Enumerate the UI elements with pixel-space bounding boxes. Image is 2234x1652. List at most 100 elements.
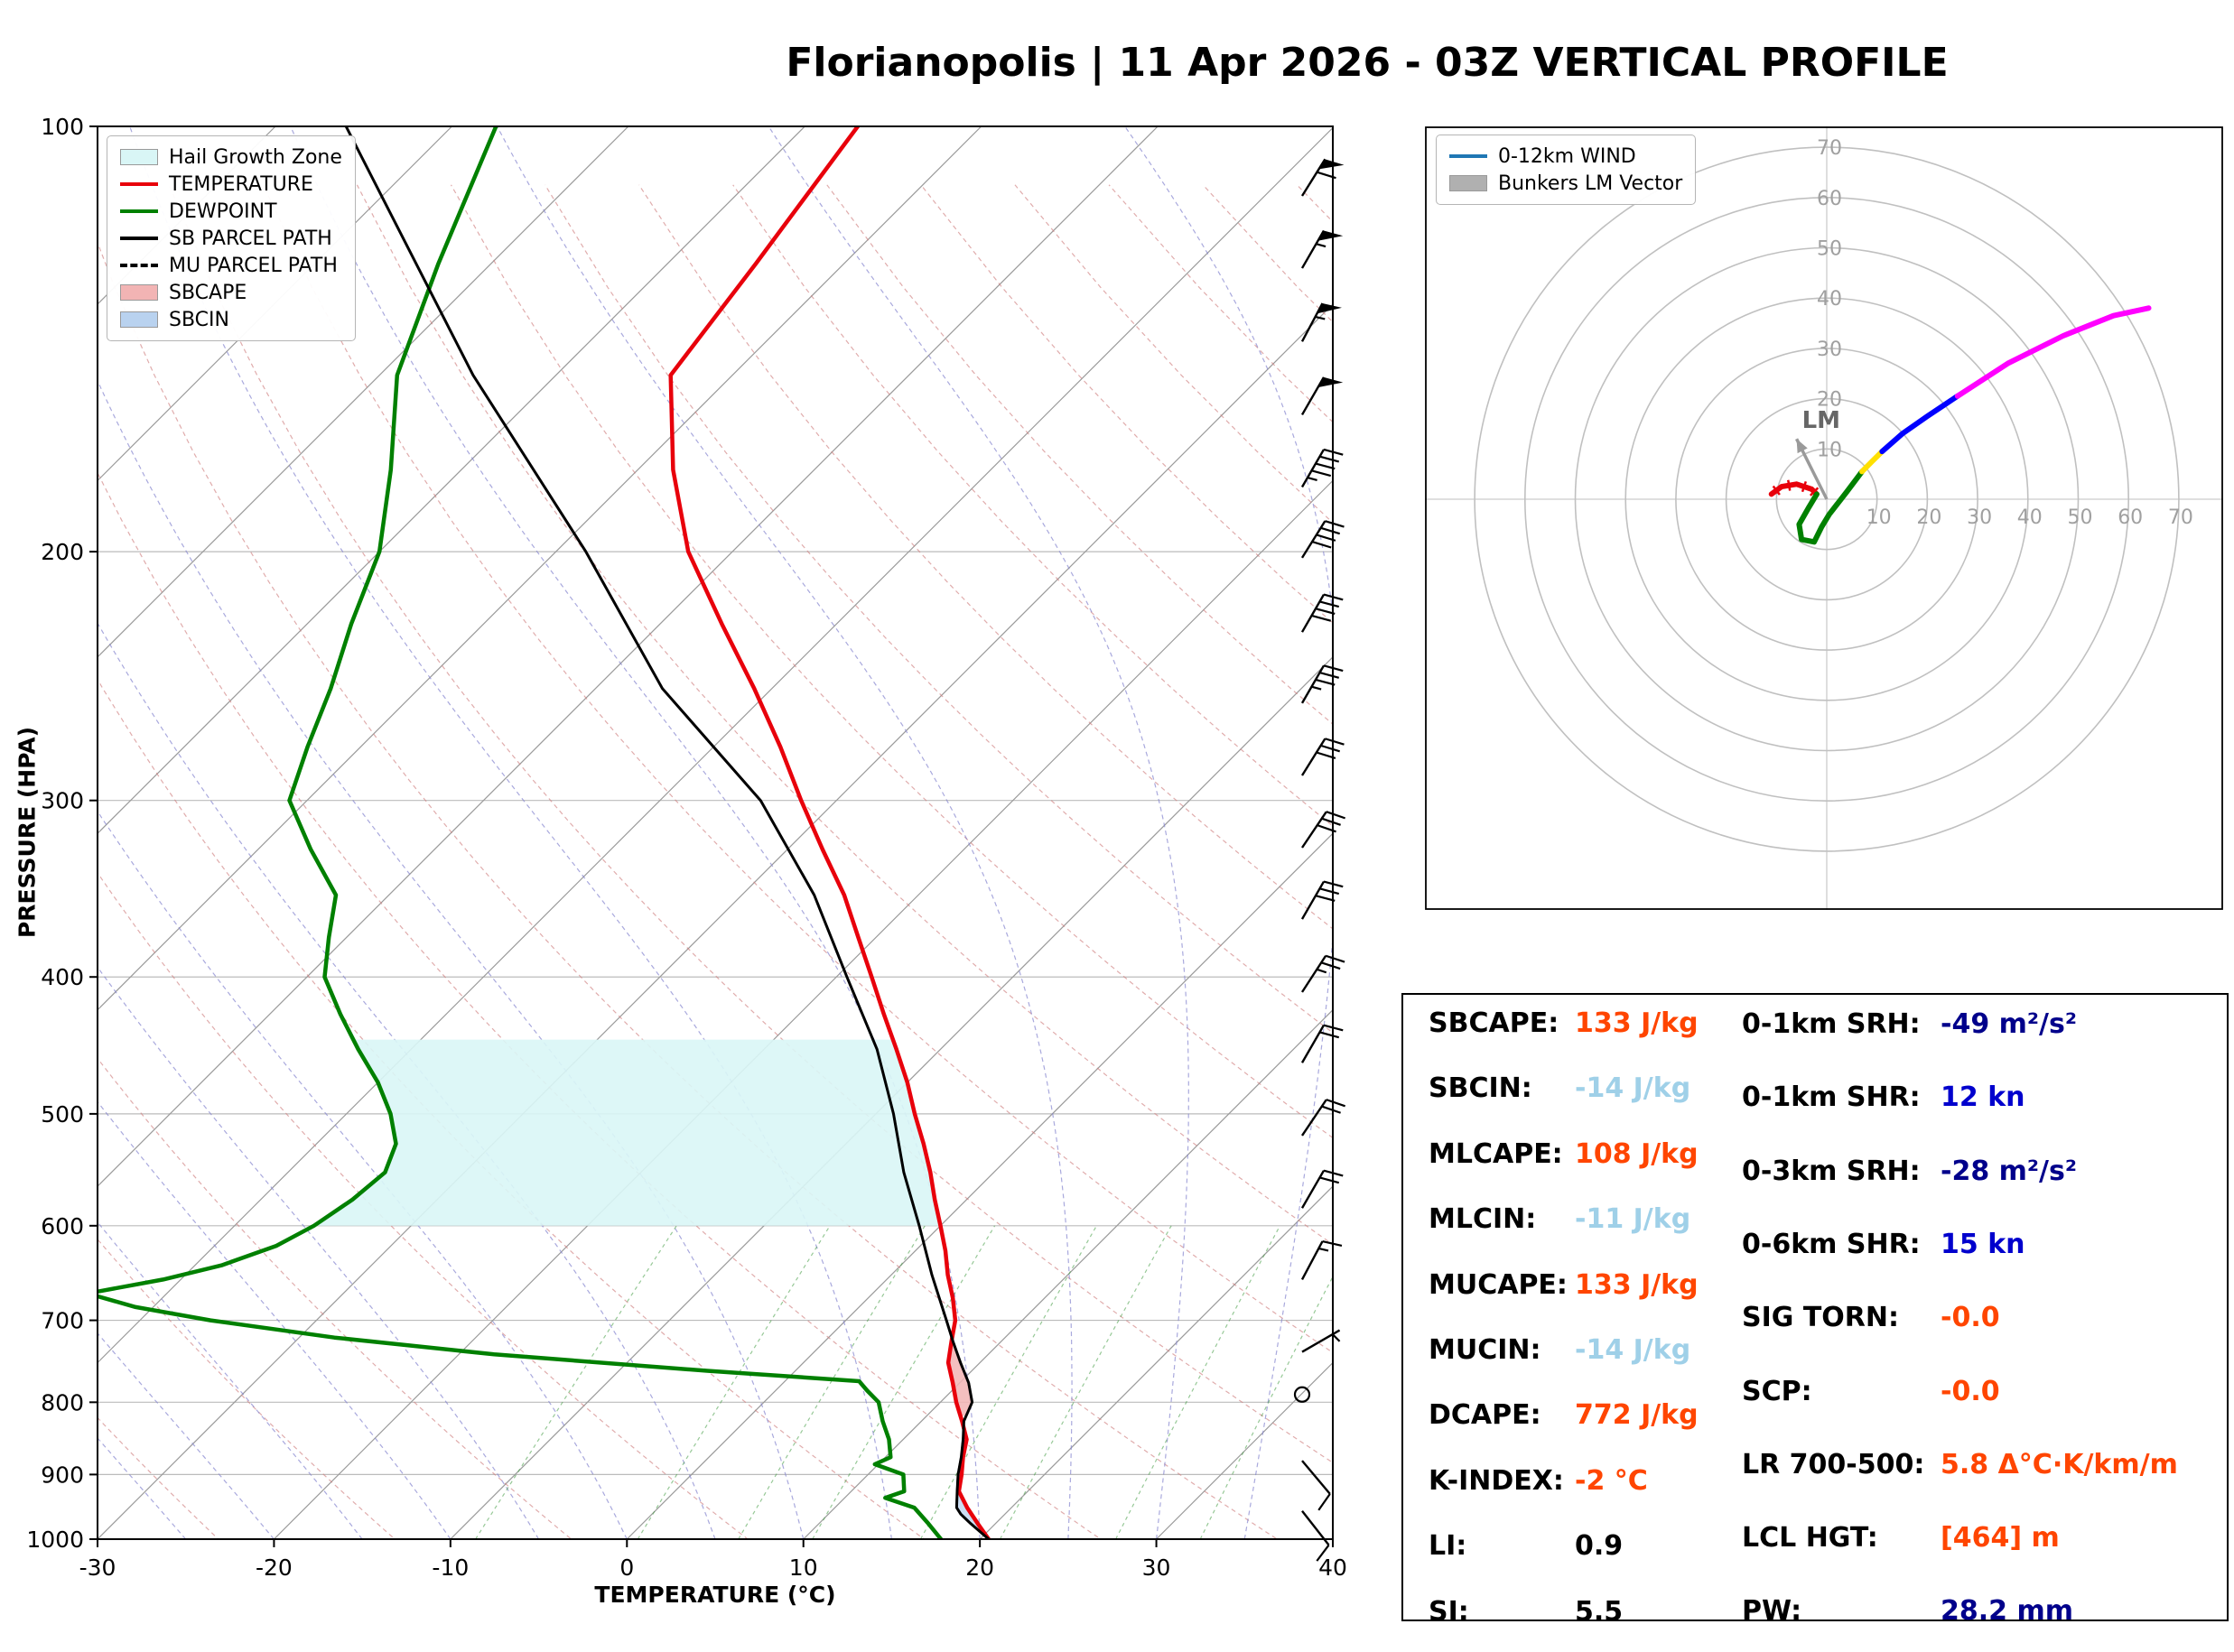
dry-adiabats (98, 184, 1333, 1539)
svg-text:500: 500 (41, 1101, 84, 1128)
index-value: -0.0 (1941, 1302, 2000, 1334)
index-value: 28.2 mm (1941, 1595, 2073, 1628)
legend-swatch (120, 311, 158, 328)
legend-swatch (120, 209, 158, 213)
legend-label: DEWPOINT (169, 200, 277, 223)
indices-table: SBCAPE: 133 J/kg SBCIN: -14 J/kg MLCAPE: 108 … (1401, 993, 2229, 1628)
hodograph-trace (1768, 305, 2152, 545)
legend-swatch (1449, 175, 1487, 191)
legend-swatch (120, 182, 158, 186)
svg-text:50: 50 (2068, 506, 2093, 529)
svg-text:40: 40 (1817, 288, 1842, 311)
legend-item: TEMPERATURE (120, 171, 342, 198)
legend-label: Hail Growth Zone (169, 145, 342, 169)
index-label: 0-6km SHR: (1742, 1228, 1921, 1260)
legend-label: 0-12km WIND (1498, 144, 1636, 168)
profile-curves (98, 126, 991, 1539)
legend-label: SBCIN (169, 308, 229, 331)
index-value: 108 J/kg (1575, 1137, 1699, 1170)
svg-text:30: 30 (1817, 339, 1842, 361)
dewpoint-curve (98, 126, 944, 1539)
index-value: 772 J/kg (1575, 1399, 1699, 1432)
pressure-axis-label: PRESSURE (HPA) (14, 726, 41, 939)
index-value: -14 J/kg (1575, 1072, 1691, 1105)
legend-label: SBCAPE (169, 281, 247, 304)
index-value: -2 °C (1575, 1464, 1648, 1497)
index-value: [464] m (1941, 1522, 2060, 1555)
svg-text:40: 40 (1318, 1555, 1347, 1581)
index-value: -28 m²/s² (1941, 1155, 2077, 1187)
legend-item: SBCAPE (120, 279, 342, 306)
index-label: 0-1km SRH: (1742, 1008, 1921, 1040)
legend-label: MU PARCEL PATH (169, 254, 338, 277)
index-label: MUCAPE: (1429, 1268, 1568, 1301)
legend-swatch (1449, 154, 1487, 158)
svg-text:200: 200 (41, 539, 84, 565)
legend-item: MU PARCEL PATH (120, 252, 342, 279)
legend-item: Bunkers LM Vector (1449, 170, 1682, 197)
mixing-ratio-lines (475, 1225, 1333, 1539)
svg-text:40: 40 (2017, 506, 2043, 529)
index-label: SI: (1429, 1595, 1469, 1628)
moist-adiabats (98, 126, 1333, 1539)
legend-label: SB PARCEL PATH (169, 227, 332, 250)
index-value: -0.0 (1941, 1375, 2000, 1407)
legend-item: 0-12km WIND (1449, 143, 1682, 170)
legend-item: SB PARCEL PATH (120, 225, 342, 252)
svg-text:0: 0 (619, 1555, 634, 1581)
index-label: 0-3km SRH: (1742, 1155, 1921, 1187)
index-value: 133 J/kg (1575, 1268, 1699, 1301)
index-label: MLCAPE: (1429, 1137, 1563, 1170)
svg-text:600: 600 (41, 1213, 84, 1239)
index-label: LI: (1429, 1530, 1467, 1563)
svg-text:1000: 1000 (26, 1527, 84, 1553)
wind-barbs (1293, 158, 1346, 1562)
index-label: SBCIN: (1429, 1072, 1532, 1105)
svg-text:-20: -20 (256, 1555, 293, 1581)
hodograph-plot: 10 10 20 20 30 30 40 40 50 50 60 60 70 70 LM (1425, 126, 2223, 910)
index-value: 15 kn (1941, 1228, 2025, 1260)
legend-item: SBCIN (120, 306, 342, 333)
svg-text:100: 100 (41, 114, 84, 140)
legend-label: TEMPERATURE (169, 172, 313, 196)
lm-label: LM (1802, 407, 1840, 434)
svg-text:400: 400 (41, 964, 84, 990)
sbcape-shade (948, 1320, 973, 1416)
svg-text:60: 60 (2118, 506, 2143, 529)
index-value: 5.8 Δ°C·K/km/m (1941, 1448, 2178, 1480)
index-value: -49 m²/s² (1941, 1008, 2077, 1040)
svg-text:70: 70 (2168, 506, 2193, 529)
svg-text:300: 300 (41, 788, 84, 814)
index-label: SCP: (1742, 1375, 1812, 1407)
index-value: 0.9 (1575, 1530, 1624, 1563)
index-value: -11 J/kg (1575, 1203, 1691, 1236)
index-label: LCL HGT: (1742, 1522, 1878, 1555)
svg-text:30: 30 (1142, 1555, 1171, 1581)
svg-text:30: 30 (1967, 506, 1992, 529)
svg-text:900: 900 (41, 1462, 84, 1488)
index-label: MUCIN: (1429, 1334, 1541, 1366)
svg-text:60: 60 (1817, 188, 1842, 210)
isobar-grid (98, 126, 1333, 1539)
hodograph-frame (1425, 126, 2223, 910)
svg-text:20: 20 (1916, 506, 1941, 529)
skewt-plot-area (98, 126, 1333, 1539)
index-label: PW: (1742, 1595, 1802, 1628)
temperature-axis-label: TEMPERATURE (°C) (594, 1582, 836, 1608)
index-value: -14 J/kg (1575, 1334, 1691, 1366)
hodograph-legend: 0-12km WIND Bunkers LM Vector (1436, 135, 1697, 205)
svg-text:20: 20 (965, 1555, 994, 1581)
index-label: K-INDEX: (1429, 1464, 1564, 1497)
svg-text:20: 20 (1817, 389, 1842, 412)
svg-text:50: 50 (1817, 238, 1842, 261)
index-label: LR 700-500: (1742, 1448, 1925, 1480)
bunkers-lm-vector: LM (1795, 407, 1840, 500)
legend-swatch (120, 237, 158, 240)
legend-swatch (120, 284, 158, 301)
page-title: Florianopolis | 11 Apr 2026 - 03Z VERTIC… (786, 40, 1949, 86)
index-label: DCAPE: (1429, 1399, 1541, 1432)
sb-parcel-path-curve (344, 126, 991, 1539)
svg-text:700: 700 (41, 1308, 84, 1334)
legend-swatch (120, 264, 158, 267)
